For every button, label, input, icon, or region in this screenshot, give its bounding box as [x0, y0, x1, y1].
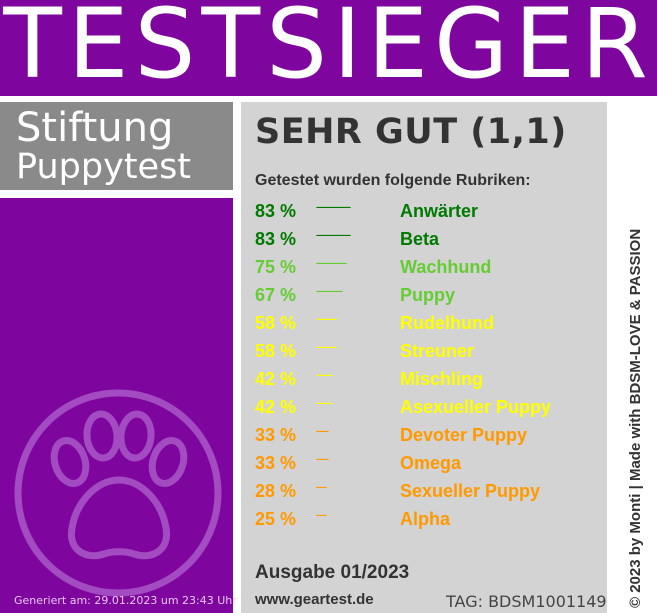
rating-dots: ----------------- — [316, 230, 351, 240]
rating-row: 33 % ------ Devoter Puppy — [255, 424, 605, 452]
paw-icon — [14, 389, 222, 597]
tag-id: TAG: BDSM1001149 — [446, 592, 607, 611]
result-panel: SEHR GUT (1,1) Getestet wurden folgende … — [241, 102, 607, 613]
rating-percent: 83 % — [255, 229, 297, 249]
rating-dots: ------------- — [316, 286, 343, 296]
rating-label: Sexueller Puppy — [400, 481, 541, 501]
header-divider — [0, 96, 657, 102]
rating-list: 83 % ----------------- Anwärter 83 % ------… — [255, 200, 605, 536]
rating-percent: 42 % — [255, 397, 297, 417]
rating-percent: 58 % — [255, 341, 297, 361]
generated-timestamp: Generiert am: 29.01.2023 um 23:43 Uhr — [14, 594, 237, 607]
verdict-text: SEHR GUT (1,1) — [255, 112, 567, 152]
rating-dots: ------ — [316, 426, 329, 436]
rating-label: Wachhund — [400, 257, 492, 277]
rating-row: 28 % ----- Sexueller Puppy — [255, 480, 605, 508]
website-link[interactable]: www.geartest.de — [255, 591, 374, 608]
rating-label: Mischling — [400, 369, 484, 389]
testsieger-title: TESTSIEGER — [3, 0, 654, 100]
rating-percent: 83 % — [255, 201, 297, 221]
rating-row: 75 % --------------- Wachhund — [255, 256, 605, 284]
brand-line-1: Stiftung — [16, 105, 174, 151]
rating-dots: ------ — [316, 454, 329, 464]
rating-percent: 42 % — [255, 369, 297, 389]
side-strip — [607, 102, 657, 613]
rating-percent: 33 % — [255, 453, 297, 473]
rating-row: 58 % ---------- Streuner — [255, 340, 605, 368]
rating-row: 42 % -------- Mischling — [255, 368, 605, 396]
rating-percent: 75 % — [255, 257, 297, 277]
rating-label: Puppy — [400, 285, 456, 305]
copyright-vertical: © 2023 by Monti | Made with BDSM-LOVE & … — [627, 228, 644, 608]
rating-row: 58 % ---------- Rudelhund — [255, 312, 605, 340]
rating-row: 83 % ----------------- Anwärter — [255, 200, 605, 228]
rating-percent: 28 % — [255, 481, 297, 501]
rating-percent: 67 % — [255, 285, 297, 305]
rating-label: Rudelhund — [400, 313, 494, 333]
brand-line-2: Puppytest — [16, 147, 192, 187]
panel-gap — [233, 102, 241, 613]
rating-dots: ----- — [316, 482, 327, 492]
rating-row: 33 % ------ Omega — [255, 452, 605, 480]
rating-row: 25 % ----- Alpha — [255, 508, 605, 536]
rating-percent: 33 % — [255, 425, 297, 445]
rating-row: 42 % -------- Asexueller Puppy — [255, 396, 605, 424]
rating-dots: ---------- — [316, 342, 337, 352]
rating-label: Streuner — [400, 341, 475, 361]
rating-dots: ----------------- — [316, 202, 351, 212]
issue-text: Ausgabe 01/2023 — [255, 562, 410, 583]
rating-dots: -------- — [316, 398, 333, 408]
rating-dots: --------------- — [316, 258, 347, 268]
rating-percent: 25 % — [255, 509, 297, 529]
rating-label: Beta — [400, 229, 440, 249]
intro-text: Getestet wurden folgende Rubriken: — [255, 172, 531, 189]
rating-dots: -------- — [316, 370, 333, 380]
rating-row: 83 % ----------------- Beta — [255, 228, 605, 256]
rating-label: Asexueller Puppy — [400, 397, 552, 417]
rating-label: Alpha — [400, 509, 451, 529]
brand-box: Stiftung Puppytest — [0, 102, 233, 198]
rating-dots: ---------- — [316, 314, 337, 324]
rating-label: Devoter Puppy — [400, 425, 528, 445]
rating-label: Omega — [400, 453, 462, 473]
rating-label: Anwärter — [400, 201, 479, 221]
rating-dots: ----- — [316, 510, 327, 520]
rating-percent: 58 % — [255, 313, 297, 333]
rating-row: 67 % ------------- Puppy — [255, 284, 605, 312]
